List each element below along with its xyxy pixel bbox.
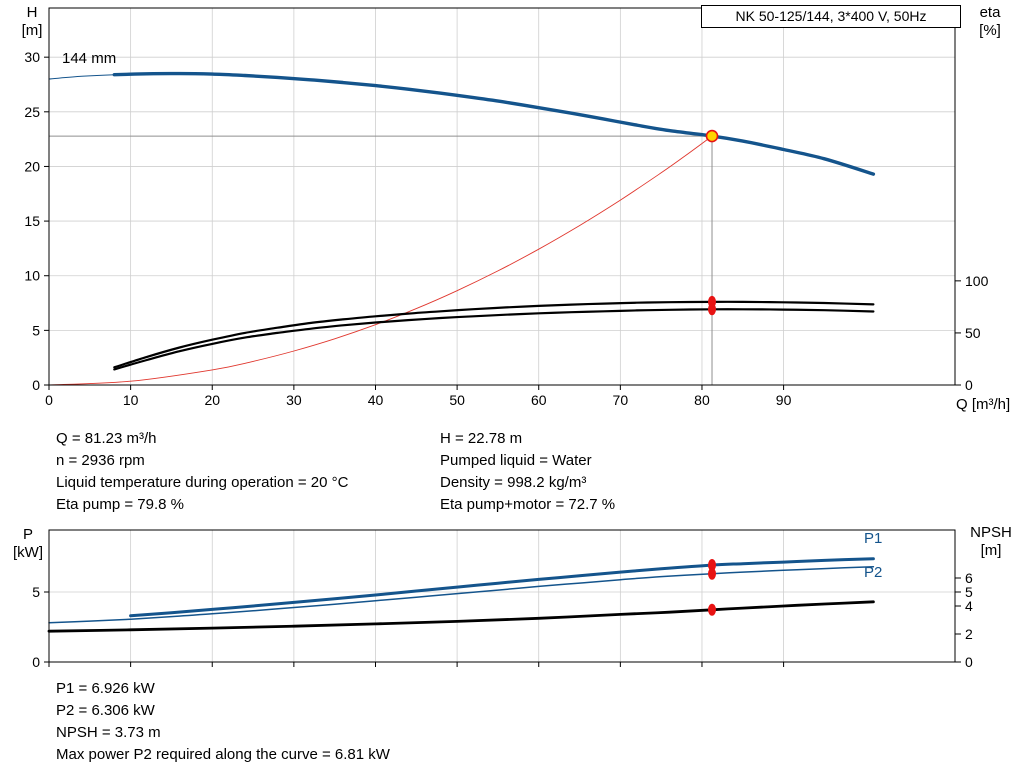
npsh-curve	[47, 600, 875, 633]
result-line-p2: P2 = 6.306 kW	[56, 702, 155, 719]
y-right-tick-label: 4	[965, 598, 973, 614]
result-line-p1: P1 = 6.926 kW	[56, 680, 155, 697]
pump-designation-box: NK 50-125/144, 3*400 V, 50Hz	[701, 5, 961, 28]
duty-dot	[708, 559, 717, 572]
x-tick-label: 70	[613, 392, 629, 408]
qh-curve-144mm-lead	[48, 74, 115, 80]
y-left-tick-label: 15	[24, 213, 40, 229]
x-tick-label: 20	[204, 392, 220, 408]
eta-pump-motor-curve	[113, 308, 875, 371]
duty-dot	[708, 567, 717, 580]
npsh-axis-title: NPSH [m]	[970, 524, 1012, 559]
duty-dot	[708, 603, 717, 616]
duty-info-left-column: Q = 81.23 m³/h n = 2936 rpm Liquid tempe…	[56, 428, 348, 516]
info-line-eta-pump-motor: Eta pump+motor = 72.7 %	[440, 496, 616, 513]
y-right-tick-label: 5	[965, 584, 973, 600]
info-line-h: H = 22.78 m	[440, 430, 523, 447]
y-right-tick-label: 2	[965, 626, 973, 642]
hq-eta-chart: 0 10 20 30 40 50 60 70 80 90 0 5 10 15 20 25 30 0 50 100	[24, 7, 989, 408]
q-axis-title: Q [m³/h]	[956, 396, 1011, 413]
result-line-npsh: NPSH = 3.73 m	[56, 724, 161, 741]
duty-info-right-column: H = 22.78 m Pumped liquid = Water Densit…	[440, 428, 615, 516]
info-line-q: Q = 81.23 m³/h	[56, 430, 157, 447]
p2-curve-label: P2	[864, 564, 883, 581]
y-left-tick-label: 0	[32, 377, 40, 393]
p2-curve	[48, 565, 875, 624]
power-results-block: P1 = 6.926 kW P2 = 6.306 kW NPSH = 3.73 …	[56, 678, 390, 766]
duty-point[interactable]	[705, 129, 719, 143]
y-left-tick-label: 30	[24, 49, 40, 65]
y-left-tick-label: 10	[24, 268, 40, 284]
p1-curve	[129, 557, 875, 618]
y-left-tick-label: 25	[24, 104, 40, 120]
x-tick-label: 0	[45, 392, 53, 408]
x-tick-label: 10	[123, 392, 139, 408]
x-tick-label: 90	[776, 392, 792, 408]
y-left-tick-label: 5	[32, 322, 40, 338]
h-axis-title: H [m]	[21, 4, 43, 39]
pump-designation: NK 50-125/144, 3*400 V, 50Hz	[735, 8, 927, 24]
duty-dot	[708, 303, 717, 316]
y-right-tick-label: 50	[965, 325, 981, 341]
y-left-tick-label: 5	[32, 584, 40, 600]
eta-axis-title: eta [%]	[979, 4, 1001, 39]
y-right-tick-label: 0	[965, 377, 973, 393]
info-line-liquid-temp: Liquid temperature during operation = 20…	[56, 474, 349, 491]
y-right-tick-label: 0	[965, 654, 973, 670]
p-axis-title: P [kW]	[13, 526, 43, 561]
eta-pump-curve	[113, 300, 875, 369]
y-left-tick-label: 20	[24, 158, 40, 174]
info-line-pumped-liquid: Pumped liquid = Water	[440, 452, 592, 469]
info-line-eta-pump: Eta pump = 79.8 %	[56, 496, 184, 513]
y-right-tick-label: 6	[965, 570, 973, 586]
y-left-tick-label: 0	[32, 654, 40, 670]
x-tick-label: 50	[449, 392, 465, 408]
x-tick-label: 80	[694, 392, 710, 408]
qh-curve-144mm	[112, 71, 876, 176]
system-curve	[48, 135, 713, 386]
x-tick-label: 60	[531, 392, 547, 408]
result-line-max-p2: Max power P2 required along the curve = …	[56, 746, 390, 763]
x-tick-label: 40	[368, 392, 384, 408]
info-line-density: Density = 998.2 kg/m³	[440, 474, 587, 491]
x-tick-label: 30	[286, 392, 302, 408]
y-right-tick-label: 100	[965, 273, 989, 289]
p1-curve-label: P1	[864, 530, 883, 547]
info-line-n: n = 2936 rpm	[56, 452, 145, 469]
plot-frame	[48, 529, 956, 663]
impeller-size-label: 144 mm	[62, 50, 117, 67]
plot-frame	[48, 7, 956, 386]
